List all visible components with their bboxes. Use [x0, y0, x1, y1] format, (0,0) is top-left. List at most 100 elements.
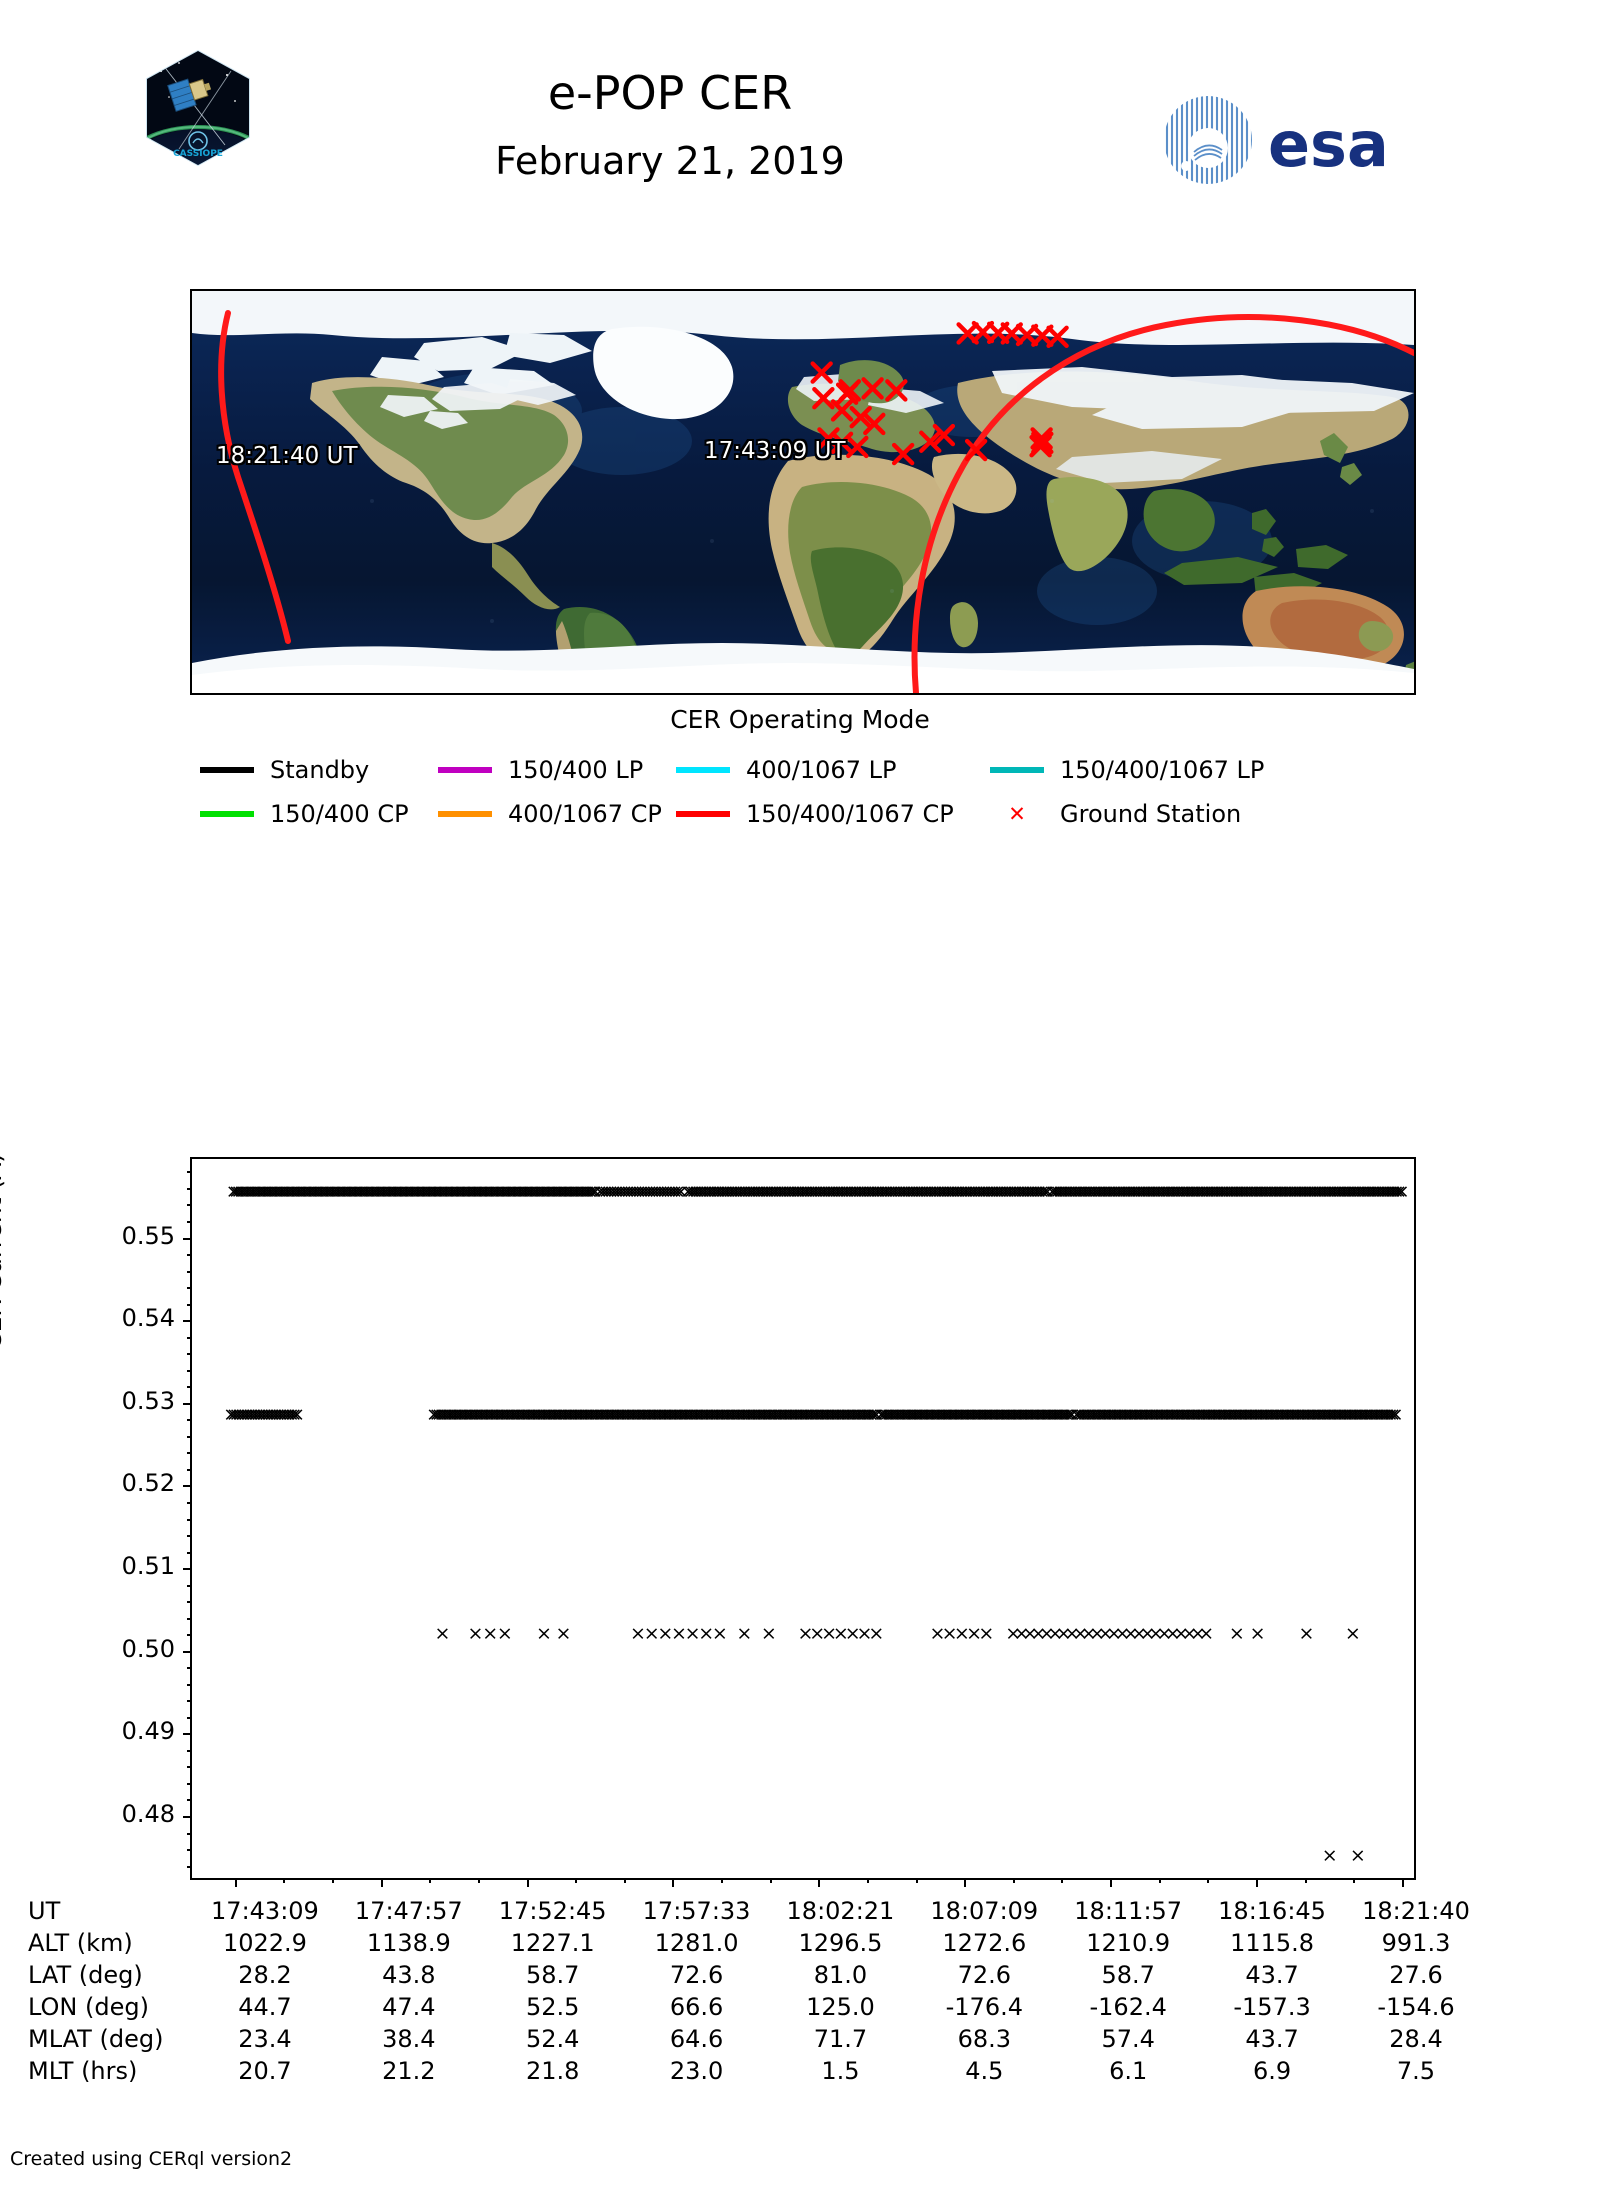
ground-station-marker — [919, 430, 942, 453]
x-axis-minor-tick — [283, 1878, 286, 1883]
ground-station-marker — [812, 386, 835, 410]
data-point: × — [492, 1403, 509, 1426]
esa-logo: esa — [1160, 92, 1450, 184]
data-point: × — [448, 1180, 465, 1203]
table-cell: 7.5 — [1396, 2057, 1436, 2085]
data-point: × — [1376, 1180, 1393, 1203]
data-point: × — [445, 1403, 462, 1426]
data-point: × — [497, 1180, 514, 1203]
data-point: × — [376, 1180, 393, 1203]
data-point: × — [470, 1403, 487, 1426]
data-point: × — [608, 1403, 625, 1426]
plot-data-area: × × × × × × × × × × × × × × × × × × × × × × × × × × × × × × × × × × × × × × × ×… — [183, 1159, 1414, 1887]
table-cell: 38.4 — [382, 2025, 436, 2053]
data-point: × — [368, 1180, 385, 1203]
data-point: × — [640, 1403, 657, 1426]
ephemeris-table-grid: UT 17:43:09 17:47:57 17:52:45 17:57:33 18:02:… — [28, 1895, 1488, 2087]
data-point: × — [886, 1180, 903, 1203]
table-cell: 991.3 — [1381, 1929, 1451, 1957]
data-point: × — [907, 1180, 924, 1203]
data-point: × — [1142, 1180, 1159, 1203]
ground-station-marker — [1030, 427, 1053, 450]
data-point: × — [868, 1180, 885, 1203]
y-axis-minor-tick — [187, 1782, 192, 1785]
data-point: × — [325, 1180, 342, 1203]
data-point: × — [497, 1403, 514, 1426]
map-label-end-time: 18:21:40 UT — [216, 443, 358, 469]
y-axis-minor-tick — [187, 1749, 192, 1752]
table-cell: 4.5 — [965, 2057, 1004, 2085]
data-point: × — [249, 1403, 266, 1426]
data-point: × — [482, 1403, 499, 1426]
data-point: × — [910, 1180, 927, 1203]
data-point: × — [912, 1180, 929, 1203]
data-point: × — [268, 1403, 284, 1426]
data-point: × — [1094, 1180, 1111, 1203]
data-point: × — [443, 1403, 460, 1426]
ground-station-marker — [849, 405, 872, 429]
data-point: × — [974, 1180, 991, 1203]
data-point: × — [871, 1180, 888, 1203]
data-point: × — [638, 1403, 655, 1426]
data-point: × — [1212, 1180, 1229, 1203]
data-point: × — [400, 1180, 417, 1203]
table-row: LON (deg) 44.7 47.4 52.5 66.6 125.0 -176.4 -162… — [28, 1991, 1488, 2023]
data-point: × — [845, 1180, 862, 1203]
x-axis-minor-tick — [915, 1878, 918, 1883]
data-point: × — [531, 1180, 548, 1203]
data-point: × — [894, 1180, 911, 1203]
table-cell: 17:47:57 — [354, 1897, 463, 1925]
y-axis-minor-tick — [187, 1501, 192, 1504]
data-point: × — [524, 1180, 541, 1203]
data-point: × — [1273, 1180, 1290, 1203]
data-point: × — [1137, 1180, 1154, 1203]
data-point: × — [1034, 1180, 1051, 1203]
data-point: × — [744, 1180, 761, 1203]
data-point: × — [412, 1180, 429, 1203]
x-axis-minor-tick — [866, 1878, 869, 1883]
data-point: × — [768, 1180, 784, 1203]
data-point: × — [1227, 1180, 1244, 1203]
data-point: × — [395, 1180, 412, 1203]
data-point: × — [811, 1180, 828, 1203]
y-axis-minor-tick — [187, 1535, 192, 1538]
data-point: × — [1039, 1180, 1056, 1203]
data-point: × — [245, 1180, 261, 1203]
data-point: × — [225, 1403, 242, 1426]
data-point: × — [897, 1180, 914, 1203]
data-point: × — [567, 1180, 584, 1203]
data-point: × — [569, 1403, 586, 1426]
data-point: × — [1087, 1180, 1103, 1203]
data-point: × — [954, 1180, 971, 1203]
x-axis-tick — [818, 1878, 821, 1887]
data-point: × — [1318, 1180, 1335, 1203]
data-point: × — [431, 1180, 448, 1203]
data-point: × — [1162, 1180, 1179, 1203]
y-axis-tick — [183, 1320, 192, 1323]
data-point: × — [286, 1180, 303, 1203]
data-point: × — [742, 1180, 759, 1203]
data-point: × — [553, 1180, 570, 1203]
data-point: × — [356, 1180, 373, 1203]
ground-station-marker — [1046, 325, 1069, 348]
data-point: × — [571, 1403, 588, 1426]
data-point: × — [645, 1180, 661, 1203]
data-point: × — [458, 1180, 475, 1203]
data-point: × — [661, 1180, 678, 1203]
x-axis-tick — [234, 1878, 237, 1887]
data-point: × — [542, 1403, 559, 1426]
orbit-track — [218, 310, 1414, 693]
table-cell: 18:02:21 — [786, 1897, 895, 1925]
table-cell: 57.4 — [1101, 2025, 1155, 2053]
data-point: × — [465, 1403, 482, 1426]
data-point: × — [606, 1180, 623, 1203]
data-point: × — [596, 1403, 613, 1426]
data-point: × — [526, 1180, 543, 1203]
data-point: × — [1295, 1180, 1312, 1203]
data-point: × — [1102, 1180, 1119, 1203]
data-point: × — [231, 1403, 247, 1426]
data-point: × — [645, 1403, 662, 1426]
table-cell: 1022.9 — [222, 1929, 307, 1957]
y-axis-tick — [183, 1485, 192, 1488]
data-point: × — [329, 1180, 346, 1203]
